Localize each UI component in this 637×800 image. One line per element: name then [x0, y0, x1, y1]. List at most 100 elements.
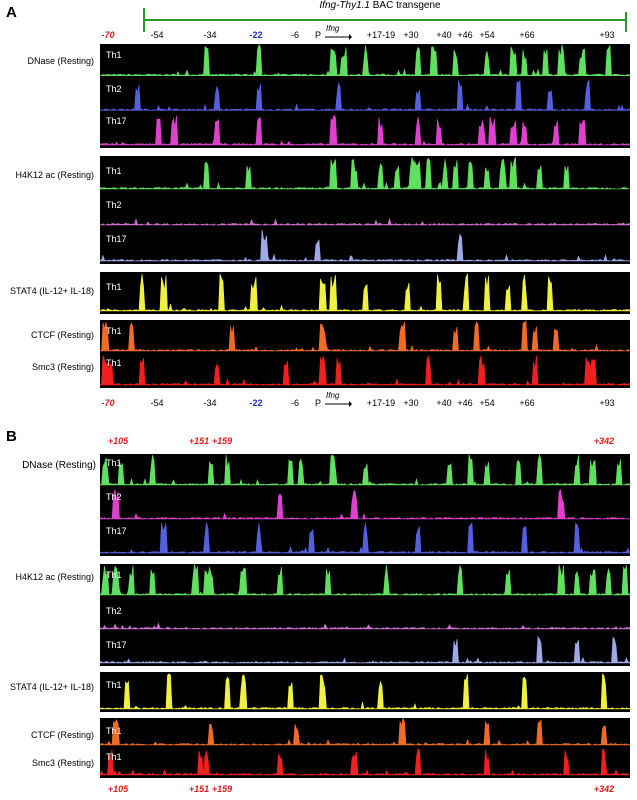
track-svg: [100, 156, 630, 262]
pos-label: +105: [107, 784, 129, 794]
pos-label: -22: [249, 30, 263, 40]
promoter-label: P: [314, 30, 322, 40]
pos-label: +46: [457, 30, 473, 40]
pos-label: +105: [107, 436, 129, 446]
signal-trace: [100, 635, 630, 664]
cell-label: Th1: [106, 166, 122, 176]
bac-transgene-bracket: [143, 8, 627, 32]
cell-label: Th1: [106, 358, 122, 368]
signal-trace: [100, 79, 630, 112]
pos-label: +40: [436, 398, 452, 408]
pos-label: +93: [599, 398, 615, 408]
pos-label: +66: [519, 30, 535, 40]
pos-label: -34: [203, 30, 217, 40]
track-group-dnase: Th1 Th2 Th17: [100, 454, 630, 556]
pos-label: -22: [249, 398, 263, 408]
cell-label: Th1: [106, 50, 122, 60]
panel-b-bottom-positions: +105 +151 +159 +342: [0, 784, 637, 798]
pos-label: +30: [403, 30, 419, 40]
group-label-stat4: STAT4 (IL-12+ IL-18): [10, 682, 94, 692]
track-svg: [100, 748, 630, 776]
cell-label: Th2: [106, 84, 122, 94]
pos-label: +159: [211, 784, 233, 794]
signal-trace: [100, 320, 630, 352]
group-label-h4k12: H4K12 ac (Resting): [15, 170, 94, 180]
panel-a-label: A: [6, 4, 17, 21]
track-svg: [100, 355, 630, 386]
pos-label: +151: [188, 784, 210, 794]
group-label-stat4: STAT4 (IL-12+ IL-18): [10, 286, 94, 296]
cell-label: Th2: [106, 606, 122, 616]
cell-label: Th17: [106, 116, 127, 126]
pos-label: +54: [479, 398, 495, 408]
pos-label: +66: [519, 398, 535, 408]
cell-label: Th1: [106, 726, 122, 736]
track-group-smc3: Th1: [100, 748, 630, 778]
group-label-smc3: Smc3 (Resting): [31, 758, 94, 768]
track-svg: [100, 673, 630, 710]
signal-trace: [100, 454, 630, 486]
group-label-ctcf: CTCF (Resting): [30, 730, 94, 740]
pos-label: -6: [290, 30, 300, 40]
signal-trace: [100, 488, 630, 520]
signal-trace: [100, 44, 630, 77]
cell-label: Th1: [106, 752, 122, 762]
track-svg: [100, 320, 630, 352]
track-svg: [100, 272, 630, 312]
pos-label: +151: [188, 436, 210, 446]
pos-label: +159: [211, 436, 233, 446]
panel-a-top-positions: -70 -54 -34 -22 -6 P +17-19 +30 +40 +46 …: [0, 30, 637, 44]
pos-label: +46: [457, 398, 473, 408]
panel-b-top-positions: +105 +151 +159 +342: [0, 436, 637, 450]
pos-label: -54: [150, 398, 164, 408]
signal-trace: [100, 272, 630, 312]
group-label-dnase: DNase (Resting): [22, 460, 96, 471]
track-group-h4k12: Th1 Th2 Th17: [100, 156, 630, 264]
pos-label: -70: [101, 398, 115, 408]
pos-label: +30: [403, 398, 419, 408]
pos-label: -54: [150, 30, 164, 40]
signal-trace: [100, 229, 630, 262]
signal-trace: [100, 622, 630, 630]
group-label-ctcf: CTCF (Resting): [30, 330, 94, 340]
signal-trace: [100, 217, 630, 226]
cell-label: Th17: [106, 234, 127, 244]
pos-label: +40: [436, 30, 452, 40]
cell-label: Th1: [106, 458, 122, 468]
group-label-h4k12: H4K12 ac (Resting): [15, 572, 94, 582]
group-label-smc3: Smc3 (Resting): [31, 362, 94, 372]
cell-label: Th1: [106, 570, 122, 580]
ifng-arrow-icon: [325, 401, 352, 407]
pos-label: +93: [599, 30, 615, 40]
track-group-dnase: Th1 Th2 Th17: [100, 44, 630, 148]
signal-trace: [100, 748, 630, 776]
track-svg: [100, 44, 630, 146]
track-svg: [100, 454, 630, 554]
signal-trace: [100, 718, 630, 746]
pos-label: -70: [101, 30, 115, 40]
pos-label: +342: [593, 436, 615, 446]
track-group-ctcf: Th1: [100, 718, 630, 748]
promoter-label: P: [314, 398, 322, 408]
panel-b-tracks: DNase (Resting) Th1 Th2 Th17 H4K12 ac (R…: [0, 454, 637, 778]
pos-label: +54: [479, 30, 495, 40]
pos-label: +17-19: [366, 30, 396, 40]
cell-label: Th2: [106, 200, 122, 210]
panel-b-label: B: [6, 428, 17, 445]
cell-label: Th1: [106, 282, 122, 292]
pos-label: -34: [203, 398, 217, 408]
ifng-gene-label: Ifng: [326, 24, 340, 33]
signal-trace: [100, 114, 630, 146]
track-group-stat4: Th1: [100, 672, 630, 712]
cell-label: Th1: [106, 680, 122, 690]
pos-label: +342: [593, 784, 615, 794]
track-svg: [100, 718, 630, 746]
track-group-h4k12: Th1 Th2 Th17: [100, 564, 630, 666]
track-svg: [100, 564, 630, 664]
track-group-stat4: Th1: [100, 272, 630, 314]
pos-label: +17-19: [366, 398, 396, 408]
ifng-gene-label: Ifng: [326, 391, 340, 400]
pos-label: -6: [290, 398, 300, 408]
cell-label: Th1: [106, 326, 122, 336]
group-label-dnase: DNase (Resting): [27, 56, 94, 66]
